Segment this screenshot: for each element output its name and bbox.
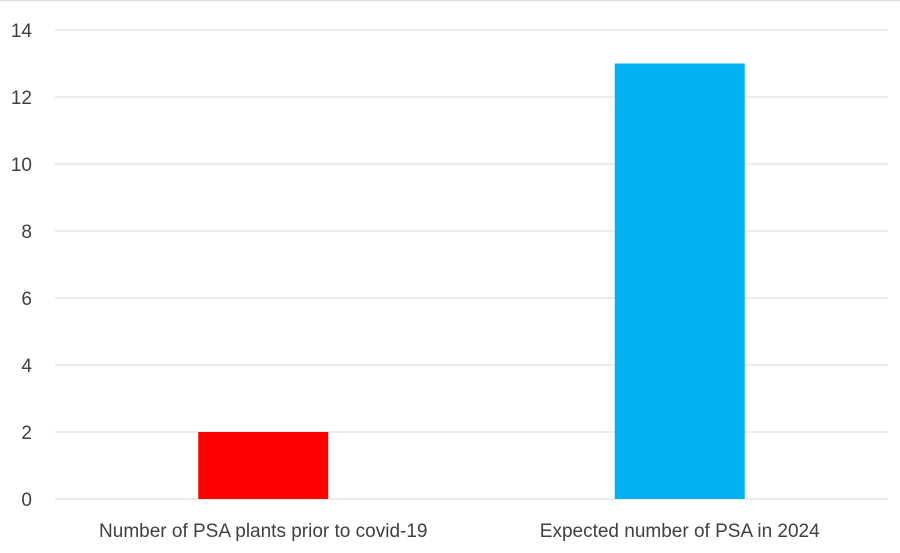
- y-tick-label: 10: [11, 155, 32, 176]
- y-tick-label: 0: [21, 490, 32, 511]
- category-label-1: Number of PSA plants prior to covid-19: [99, 521, 427, 542]
- y-axis-tick-labels: 0 2 4 6 8 10 12 14: [11, 21, 33, 511]
- y-tick-label: 6: [21, 289, 32, 310]
- x-axis-category-labels: Number of PSA plants prior to covid-19 Ex…: [99, 521, 820, 542]
- bar-2: [614, 63, 745, 499]
- category-label-2: Expected number of PSA in 2024: [540, 521, 820, 542]
- y-tick-label: 14: [11, 21, 33, 42]
- gridlines: [55, 29, 888, 500]
- y-tick-label: 4: [21, 356, 32, 377]
- y-tick-label: 12: [11, 88, 32, 109]
- y-tick-label: 8: [21, 222, 32, 243]
- y-tick-label: 2: [21, 423, 32, 444]
- bars: [198, 63, 745, 499]
- bar-1: [198, 432, 329, 499]
